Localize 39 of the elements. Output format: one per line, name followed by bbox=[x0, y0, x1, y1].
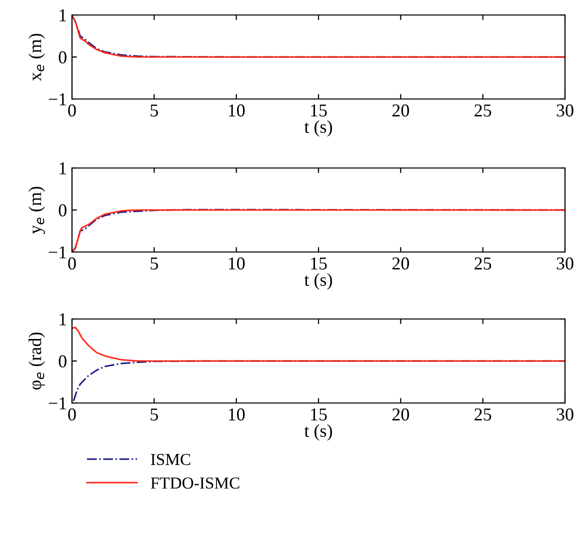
x-tick-label: 5 bbox=[150, 408, 158, 421]
y-tick-label: −1 bbox=[48, 246, 66, 258]
x-tick-label: 0 bbox=[68, 257, 76, 270]
line-series bbox=[72, 326, 565, 362]
x-tick-label: 0 bbox=[68, 408, 76, 421]
x-tick-label: 25 bbox=[474, 408, 492, 421]
x-axis-title: t (s) bbox=[304, 424, 332, 441]
y-tick-label: −1 bbox=[48, 397, 66, 410]
y-tick-label: 1 bbox=[60, 162, 66, 174]
x-tick-label: 30 bbox=[556, 257, 574, 270]
x-tick-label: 20 bbox=[392, 257, 410, 270]
y-tick-label: 0 bbox=[58, 204, 66, 216]
x-tick-label: 10 bbox=[228, 104, 245, 117]
legend-label: FTDO-ISMC bbox=[150, 477, 240, 489]
x-tick-label: 10 bbox=[228, 257, 245, 270]
legend-label: ISMC bbox=[150, 454, 190, 466]
x-tick-label: 20 bbox=[392, 408, 410, 421]
x-tick-label: 25 bbox=[474, 257, 492, 270]
x-axis-title: t (s) bbox=[304, 273, 332, 290]
y-tick-label: 1 bbox=[60, 9, 66, 22]
y-tick-label: −1 bbox=[48, 93, 66, 106]
x-tick-label: 0 bbox=[68, 104, 76, 117]
y-tick-label: 1 bbox=[60, 313, 66, 326]
x-tick-label: 15 bbox=[311, 257, 327, 270]
x-tick-label: 10 bbox=[228, 408, 245, 421]
x-tick-label: 30 bbox=[556, 408, 574, 421]
x-tick-label: 15 bbox=[311, 104, 327, 117]
y-axis-title: y$_{e}$ (m) bbox=[28, 186, 45, 234]
x-tick-label: 25 bbox=[474, 104, 492, 117]
x-tick-label: 5 bbox=[150, 258, 158, 270]
x-tick-label: 5 bbox=[150, 104, 158, 117]
x-tick-label: 30 bbox=[556, 104, 574, 117]
x-tick-label: 15 bbox=[311, 408, 327, 421]
y-axis-title: x$_{e}$ (m) bbox=[28, 34, 45, 81]
x-axis-title: t (s) bbox=[304, 120, 332, 137]
x-tick-label: 20 bbox=[392, 104, 410, 117]
y-axis-title: φ$_{e}$ (rad) bbox=[28, 332, 45, 390]
y-tick-label: 0 bbox=[58, 355, 66, 368]
y-tick-label: 0 bbox=[58, 51, 66, 64]
